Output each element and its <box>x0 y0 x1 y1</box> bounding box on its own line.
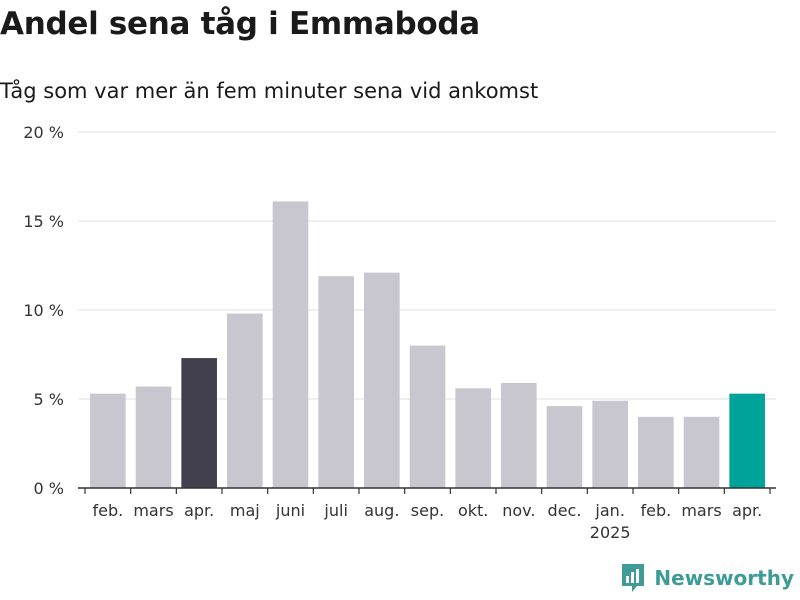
x-tick-label: jan. <box>594 501 624 520</box>
x-tick-label: maj <box>230 501 260 520</box>
bar <box>683 416 720 488</box>
x-tick-label: mars <box>133 501 173 520</box>
bar <box>318 276 354 488</box>
y-tick-label: 0 % <box>34 479 64 498</box>
bar <box>364 272 400 488</box>
y-tick-label: 10 % <box>23 301 64 320</box>
bar <box>638 416 674 488</box>
x-tick-label: aug. <box>364 501 399 520</box>
newsworthy-logo-icon <box>622 564 645 592</box>
bar <box>181 358 217 488</box>
x-tick-label: sep. <box>411 501 444 520</box>
x-tick-label: juli <box>323 501 347 520</box>
y-tick-label: 5 % <box>34 390 64 409</box>
y-tick-label: 15 % <box>23 212 64 231</box>
x-year-label: 2025 <box>590 523 631 542</box>
bar <box>546 406 583 488</box>
bar <box>729 393 765 488</box>
bar <box>227 313 263 488</box>
x-tick-label: apr. <box>732 501 762 520</box>
x-tick-label: juni <box>275 501 305 520</box>
bar <box>455 388 491 488</box>
bar <box>409 345 446 488</box>
y-tick-label: 20 % <box>23 123 64 142</box>
logo-text: Newsworthy <box>654 566 794 590</box>
bar <box>135 386 172 488</box>
x-tick-label: feb. <box>640 501 671 520</box>
bar <box>272 201 309 489</box>
bar <box>90 393 126 488</box>
newsworthy-logo: Newsworthy <box>620 562 794 594</box>
x-tick-label: okt. <box>458 501 488 520</box>
x-tick-label: dec. <box>548 501 582 520</box>
x-tick-label: nov. <box>502 501 535 520</box>
chart-title: Andel sena tåg i Emmaboda <box>0 6 480 42</box>
x-tick-label: mars <box>681 501 721 520</box>
bar <box>592 400 628 488</box>
bar <box>501 382 537 488</box>
x-tick-label: apr. <box>184 501 214 520</box>
chart-subtitle: Tåg som var mer än fem minuter sena vid … <box>0 79 539 103</box>
x-tick-label: feb. <box>92 501 123 520</box>
